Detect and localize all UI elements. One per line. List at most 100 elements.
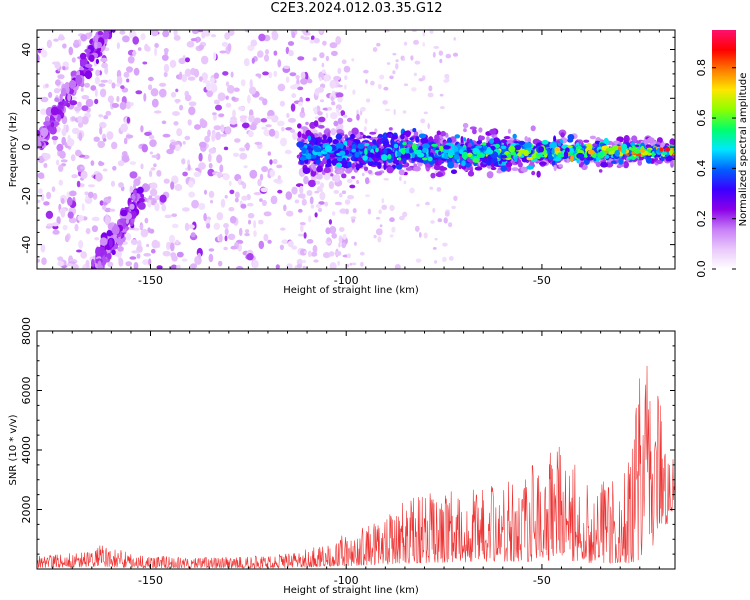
heatmap-blob [215, 131, 222, 141]
heatmap-blob [206, 223, 211, 229]
heatmap-blob [46, 191, 52, 200]
heatmap-blob [422, 42, 426, 47]
heatmap-blob [466, 147, 471, 152]
heatmap-blob [264, 49, 270, 55]
heatmap-blob [154, 43, 159, 48]
heatmap-blob [100, 57, 108, 63]
heatmap-blob [527, 137, 532, 144]
heatmap-blob [213, 72, 219, 79]
heatmap-blob [669, 138, 675, 146]
heatmap-blob [385, 30, 390, 33]
heatmap-blob [49, 126, 57, 135]
heatmap-blob [373, 234, 377, 239]
heatmap-blob [392, 53, 397, 56]
heatmap-blob [161, 54, 169, 61]
heatmap-blob [325, 163, 332, 168]
heatmap-blob [357, 143, 365, 150]
heatmap-blob [77, 215, 84, 222]
heatmap-blob [478, 135, 485, 141]
heatmap-blob [46, 39, 53, 49]
heatmap-blob [444, 210, 450, 217]
heatmap-blob [122, 222, 127, 230]
heatmap-blob [297, 193, 304, 199]
heatmap-blob [322, 252, 331, 259]
heatmap-blob [511, 167, 519, 172]
heatmap-blob [325, 227, 331, 235]
heatmap-blob [190, 232, 196, 238]
heatmap-blob [489, 138, 495, 145]
heatmap-blob [246, 253, 254, 261]
heatmap-blob [346, 263, 350, 268]
heatmap-blob [628, 146, 633, 151]
heatmap-blob [405, 167, 413, 171]
heatmap-blob [54, 97, 60, 102]
heatmap-blob [260, 118, 268, 123]
heatmap-blob [212, 114, 217, 121]
heatmap-blob [159, 82, 167, 87]
heatmap-blob [557, 142, 562, 147]
heatmap-blob [443, 153, 449, 159]
heatmap-blob [472, 158, 480, 163]
heatmap-blob [299, 222, 306, 226]
heatmap-blob [235, 265, 244, 269]
heatmap-blob [125, 232, 132, 241]
heatmap-blob [343, 65, 351, 73]
heatmap-blob [288, 117, 296, 123]
heatmap-blob [254, 141, 263, 145]
heatmap-blob [268, 71, 273, 79]
heatmap-blob [623, 160, 629, 169]
heatmap-blob [351, 262, 357, 266]
line-chart-y-tick-label: 2000 [20, 496, 33, 524]
heatmap-blob [149, 170, 153, 178]
heatmap-blob [334, 201, 342, 206]
heatmap-blob [163, 178, 170, 184]
heatmap-blob [521, 156, 528, 163]
heatmap-blob [249, 124, 257, 131]
heatmap-blob [81, 203, 85, 212]
heatmap-blob [84, 191, 89, 196]
heatmap-blob [229, 216, 237, 224]
heatmap-blob [218, 260, 223, 267]
heatmap-blob [242, 182, 247, 189]
heatmap-blob [125, 101, 132, 110]
heatmap-blob [354, 241, 357, 246]
heatmap-blob [71, 174, 78, 179]
heatmap-blob [291, 186, 298, 195]
heatmap-blob [263, 211, 272, 217]
heatmap-blob [369, 131, 377, 135]
heatmap-blob [319, 133, 323, 138]
heatmap-blob [467, 152, 473, 158]
heatmap-blob [79, 66, 84, 71]
heatmap-blob [151, 154, 158, 158]
heatmap-blob [399, 176, 402, 182]
heatmap-blob [438, 159, 442, 166]
heatmap-blob [329, 226, 337, 234]
heatmap-blob [317, 86, 324, 93]
heatmap-blob [461, 151, 469, 159]
heatmap-blob [308, 215, 312, 223]
heatmap-blob [103, 138, 107, 142]
heatmap-blob [67, 93, 71, 102]
heatmap-blob [438, 150, 442, 156]
heatmap-blob [120, 85, 125, 89]
heatmap-blob [365, 194, 371, 198]
heatmap-blob [375, 147, 379, 153]
heatmap-blob [403, 180, 407, 185]
heatmap-blob [370, 80, 375, 86]
heatmap-blob [418, 133, 427, 139]
heatmap-blob [102, 168, 108, 172]
heatmap-blob [188, 106, 196, 116]
heatmap-blob [84, 82, 90, 88]
heatmap-blob [315, 203, 322, 209]
heatmap-blob [339, 208, 348, 214]
heatmap-blob [386, 62, 391, 65]
heatmap-blob [174, 183, 183, 192]
heatmap-blob [367, 170, 373, 174]
heatmap-blob [328, 154, 336, 158]
heatmap-blob [213, 125, 221, 131]
heatmap-blob [149, 188, 158, 197]
heatmap-blob [227, 84, 235, 94]
heatmap-blob [267, 151, 271, 156]
heatmap-blob [207, 129, 211, 138]
heatmap-blob [420, 118, 426, 124]
